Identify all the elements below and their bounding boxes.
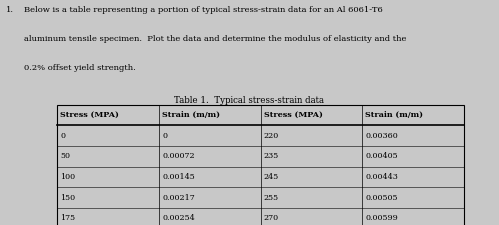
Text: 0: 0 bbox=[60, 132, 65, 140]
Text: Below is a table representing a portion of typical stress-strain data for an Al : Below is a table representing a portion … bbox=[24, 6, 383, 14]
Text: Strain (m/m): Strain (m/m) bbox=[365, 111, 423, 119]
Text: 220: 220 bbox=[264, 132, 279, 140]
Text: 1.: 1. bbox=[6, 6, 14, 14]
Bar bbox=[57, 105, 464, 225]
Text: 245: 245 bbox=[264, 173, 279, 181]
Text: 0.00443: 0.00443 bbox=[365, 173, 398, 181]
Text: 100: 100 bbox=[60, 173, 75, 181]
Text: 0.00072: 0.00072 bbox=[162, 152, 195, 160]
Text: 0.00360: 0.00360 bbox=[365, 132, 398, 140]
Text: 0.00505: 0.00505 bbox=[365, 194, 398, 202]
Text: 0.00145: 0.00145 bbox=[162, 173, 195, 181]
Text: 0.00217: 0.00217 bbox=[162, 194, 195, 202]
Text: 0.2% offset yield strength.: 0.2% offset yield strength. bbox=[24, 64, 136, 72]
Text: aluminum tensile specimen.  Plot the data and determine the modulus of elasticit: aluminum tensile specimen. Plot the data… bbox=[24, 35, 406, 43]
Text: 0.00599: 0.00599 bbox=[365, 214, 398, 223]
Text: 235: 235 bbox=[264, 152, 279, 160]
Text: 50: 50 bbox=[60, 152, 70, 160]
Text: 255: 255 bbox=[264, 194, 279, 202]
Text: 0.00254: 0.00254 bbox=[162, 214, 195, 223]
Text: 270: 270 bbox=[264, 214, 279, 223]
Text: Strain (m/m): Strain (m/m) bbox=[162, 111, 220, 119]
Text: Stress (MPA): Stress (MPA) bbox=[264, 111, 322, 119]
Text: 0: 0 bbox=[162, 132, 167, 140]
Text: 0.00405: 0.00405 bbox=[365, 152, 398, 160]
Text: Table 1.  Typical stress-strain data: Table 1. Typical stress-strain data bbox=[175, 96, 324, 105]
Text: 150: 150 bbox=[60, 194, 75, 202]
Text: 175: 175 bbox=[60, 214, 75, 223]
Text: Stress (MPA): Stress (MPA) bbox=[60, 111, 119, 119]
